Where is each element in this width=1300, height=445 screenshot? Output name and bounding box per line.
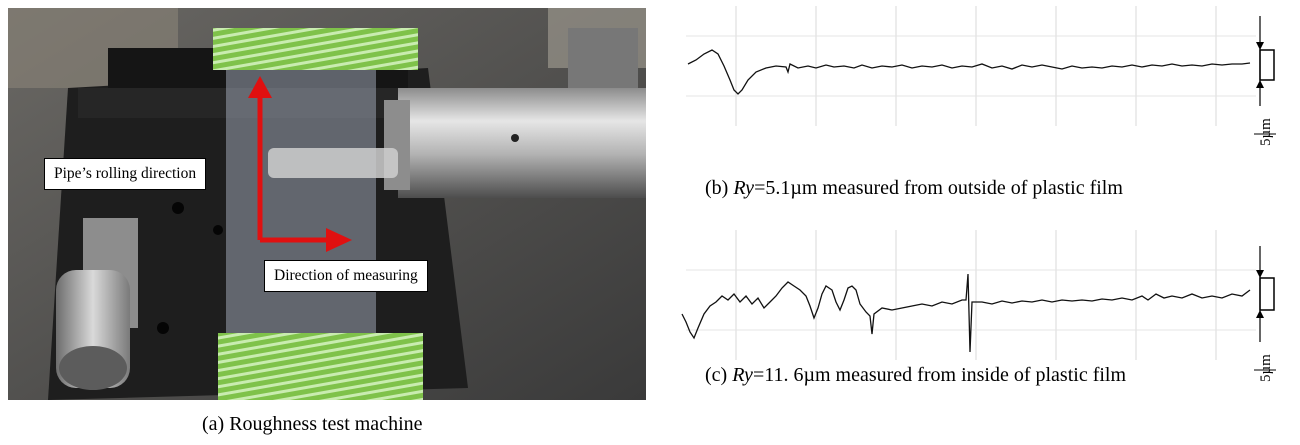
caption-panel-c: (c) Ry=11. 6µm measured from inside of p… (705, 363, 1126, 387)
caption-b-ry: Ry (733, 177, 755, 199)
measuring-direction-label: Direction of measuring (264, 260, 428, 292)
caption-panel-a: (a) Roughness test machine (202, 413, 423, 435)
roughness-profile-line (681, 273, 1251, 353)
trace-grid (686, 6, 1256, 126)
caption-panel-b: (b) Ry=5.1µm measured from outside of pl… (705, 176, 1123, 200)
scale-bar (1254, 16, 1276, 135)
caption-c-ry: Ry (732, 364, 753, 386)
caption-b-prefix: (b) (705, 177, 734, 199)
scale-bar (1254, 246, 1276, 371)
roughness-profile-line (687, 49, 1251, 95)
caption-c-suffix: =11. 6µm measured from inside of plastic… (752, 364, 1127, 386)
roughness-test-machine-photo: Pipe’s rolling direction Direction of me… (8, 8, 646, 400)
roughness-trace-outside: 5µm (686, 6, 1276, 146)
caption-c-prefix: (c) (705, 364, 733, 386)
roughness-trace-inside: 5µm (681, 230, 1276, 382)
machine-illustration (8, 8, 646, 400)
scale-label: 5µm (1258, 354, 1274, 382)
rolling-direction-label: Pipe’s rolling direction (44, 158, 207, 190)
scale-label: 5µm (1258, 118, 1274, 146)
caption-b-suffix: =5.1µm measured from outside of plastic … (754, 177, 1123, 199)
